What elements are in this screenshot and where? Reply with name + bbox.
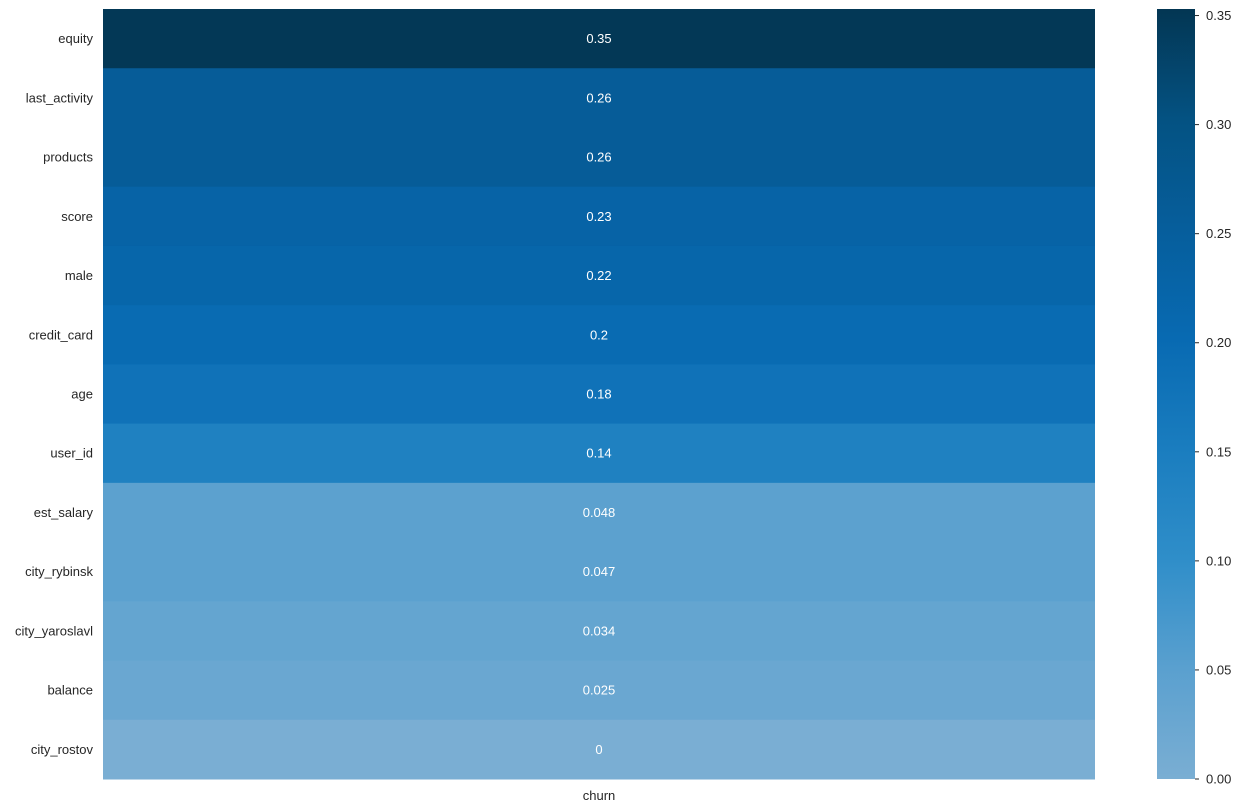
row-label-est_salary: est_salary <box>34 505 94 520</box>
cell-annotation-equity: 0.35 <box>586 31 611 46</box>
row-label-equity: equity <box>58 31 93 46</box>
row-label-city_yaroslavl: city_yaroslavl <box>15 623 93 638</box>
colorbar-tick-label: 0.30 <box>1206 117 1231 132</box>
colorbar-tick-label: 0.20 <box>1206 335 1231 350</box>
colorbar-tick-label: 0.00 <box>1206 772 1231 787</box>
cell-annotation-male: 0.22 <box>586 268 611 283</box>
heatmap-cell-age <box>103 364 1095 425</box>
cell-annotation-city_rybinsk: 0.047 <box>583 564 616 579</box>
heatmap-cell-city_rostov <box>103 719 1095 780</box>
colorbar-tick-label: 0.15 <box>1206 444 1231 459</box>
colorbar-gradient <box>1157 9 1195 779</box>
row-label-last_activity: last_activity <box>26 90 94 105</box>
colorbar-tick-label: 0.35 <box>1206 8 1231 23</box>
heatmap-cell-products <box>103 127 1095 188</box>
cell-annotation-balance: 0.025 <box>583 683 616 698</box>
column-label-churn: churn <box>583 788 616 803</box>
colorbar-tick-label: 0.10 <box>1206 553 1231 568</box>
colorbar-tick-labels: 0.00 0.05 0.10 0.15 0.20 0.25 0.30 0.35 <box>1195 8 1231 787</box>
row-label-balance: balance <box>47 683 93 698</box>
row-label-products: products <box>43 150 93 165</box>
cell-annotation-user_id: 0.14 <box>586 446 611 461</box>
cell-annotation-city_rostov: 0 <box>595 742 602 757</box>
cell-annotation-last_activity: 0.26 <box>586 90 611 105</box>
row-tick-labels: equity last_activity products score male cred… <box>15 31 94 757</box>
heatmap-cell-equity <box>103 9 1095 69</box>
heatmap-cell-user_id <box>103 423 1095 484</box>
cell-annotation-est_salary: 0.048 <box>583 505 616 520</box>
row-label-age: age <box>71 387 93 402</box>
heatmap-cell-city_rybinsk <box>103 542 1095 602</box>
colorbar-tick-label: 0.25 <box>1206 226 1231 241</box>
cell-annotation-credit_card: 0.2 <box>590 327 608 342</box>
heatmap-cell-city_yaroslavl <box>103 601 1095 662</box>
heatmap-cell-est_salary <box>103 482 1095 543</box>
colorbar <box>1157 9 1195 779</box>
heatmap-cell-credit_card <box>103 305 1095 365</box>
heatmap-cells: 0.35 0.26 0.26 0.23 0.22 0.2 0.18 0.14 0.048 0.04… <box>103 9 1095 780</box>
heatmap-cell-last_activity <box>103 68 1095 128</box>
row-label-user_id: user_id <box>50 446 93 461</box>
row-label-male: male <box>65 268 93 283</box>
cell-annotation-score: 0.23 <box>586 209 611 224</box>
row-label-city_rostov: city_rostov <box>31 742 94 757</box>
colorbar-tick-label: 0.05 <box>1206 662 1231 677</box>
heatmap-cell-score <box>103 186 1095 247</box>
row-label-credit_card: credit_card <box>29 327 93 342</box>
row-label-score: score <box>61 209 93 224</box>
cell-annotation-city_yaroslavl: 0.034 <box>583 623 616 638</box>
cell-annotation-products: 0.26 <box>586 150 611 165</box>
column-tick-labels: churn <box>583 788 616 803</box>
row-label-city_rybinsk: city_rybinsk <box>25 564 93 579</box>
heatmap-cell-male <box>103 245 1095 306</box>
heatmap-cell-balance <box>103 660 1095 721</box>
cell-annotation-age: 0.18 <box>586 387 611 402</box>
